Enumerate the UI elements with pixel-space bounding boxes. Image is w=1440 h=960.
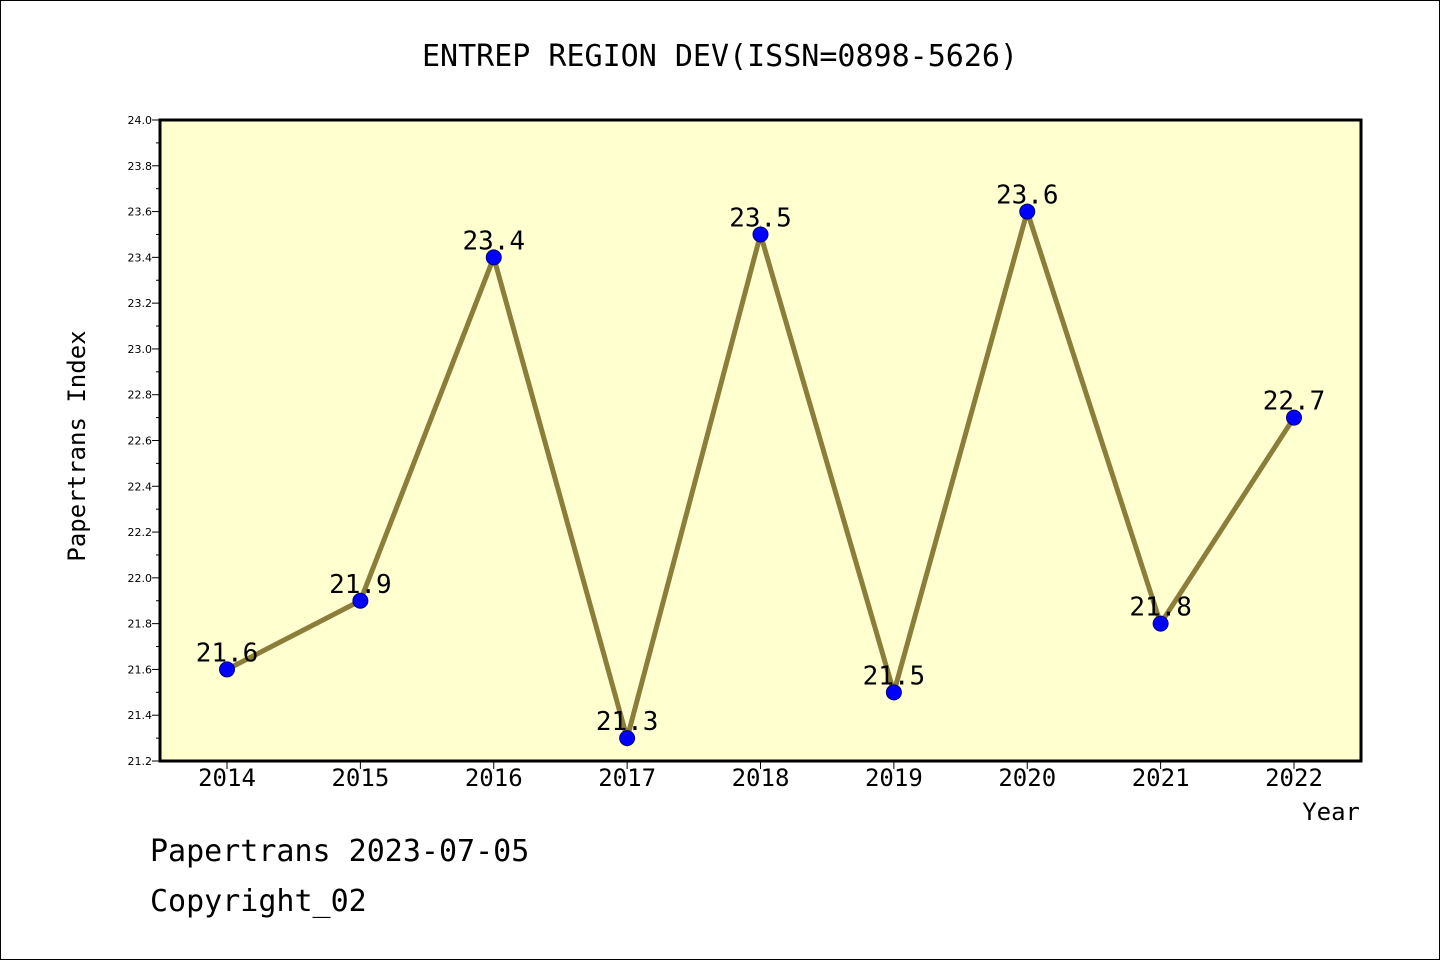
y-tick-label: 24.0 (128, 114, 153, 127)
y-tick-label: 23.4 (128, 251, 153, 264)
footer-copyright-text: Copyright_02 (150, 884, 367, 919)
data-point-marker (1019, 203, 1036, 220)
x-tick-label: 2018 (732, 764, 790, 792)
data-point-marker (885, 684, 902, 701)
y-tick-label: 21.2 (128, 755, 153, 768)
y-tick-label: 22.0 (128, 572, 153, 585)
x-tick-label: 2017 (598, 764, 656, 792)
x-tick-label: 2021 (1132, 764, 1190, 792)
y-tick-label: 23.6 (128, 206, 153, 219)
data-markers (219, 203, 1302, 747)
y-tick-label: 23.0 (128, 343, 153, 356)
y-axis: 21.2 21.4 21.6 21.8 22.0 22.2 22.4 22.6 22.8 23.0… (128, 114, 160, 768)
y-tick-label: 22.4 (128, 480, 153, 493)
data-point-label: 22.7 (1263, 387, 1326, 417)
y-tick-label: 21.6 (128, 663, 153, 676)
data-point-label: 21.6 (196, 638, 259, 668)
x-tick-label: 2019 (865, 764, 923, 792)
data-point-marker (1286, 409, 1302, 426)
data-point-marker (1152, 615, 1169, 632)
x-axis: 2014 2015 2016 2017 2018 2019 2020 2021 2022 (198, 761, 1323, 792)
x-tick-label: 2022 (1265, 764, 1323, 792)
footer-date-text: Papertrans 2023-07-05 (150, 834, 530, 869)
data-point-label: 21.3 (596, 707, 659, 737)
y-tick-label: 21.4 (128, 709, 153, 722)
x-tick-label: 2015 (331, 764, 389, 792)
data-point-marker (485, 249, 502, 266)
data-point-marker (352, 592, 369, 609)
y-tick-label: 22.8 (128, 389, 153, 402)
x-tick-label: 2014 (198, 764, 256, 792)
data-point-label: 23.6 (996, 181, 1059, 211)
data-point-marker (219, 661, 235, 678)
data-point-label: 23.4 (462, 226, 525, 256)
data-point-label: 23.5 (729, 203, 792, 233)
chart-title: ENTREP REGION DEV(ISSN=0898-5626) (422, 39, 1018, 74)
y-tick-label: 21.8 (128, 618, 153, 631)
y-tick-label: 22.6 (128, 435, 153, 448)
data-point-marker (752, 226, 769, 243)
y-tick-label: 23.2 (128, 297, 153, 310)
data-point-label: 21.9 (329, 570, 392, 600)
data-point-marker (619, 730, 636, 747)
x-axis-label: Year (1302, 798, 1360, 826)
y-tick-label: 23.8 (128, 160, 153, 173)
y-axis-label: Papertrans Index (63, 330, 91, 561)
data-point-label: 21.8 (1129, 593, 1192, 623)
data-labels: 21.6 21.9 23.4 21.3 23.5 21.5 23.6 21.8 22.7 (196, 181, 1326, 738)
x-tick-label: 2020 (998, 764, 1056, 792)
y-tick-label: 22.2 (128, 526, 153, 539)
x-tick-label: 2016 (465, 764, 523, 792)
data-point-label: 21.5 (863, 661, 926, 691)
